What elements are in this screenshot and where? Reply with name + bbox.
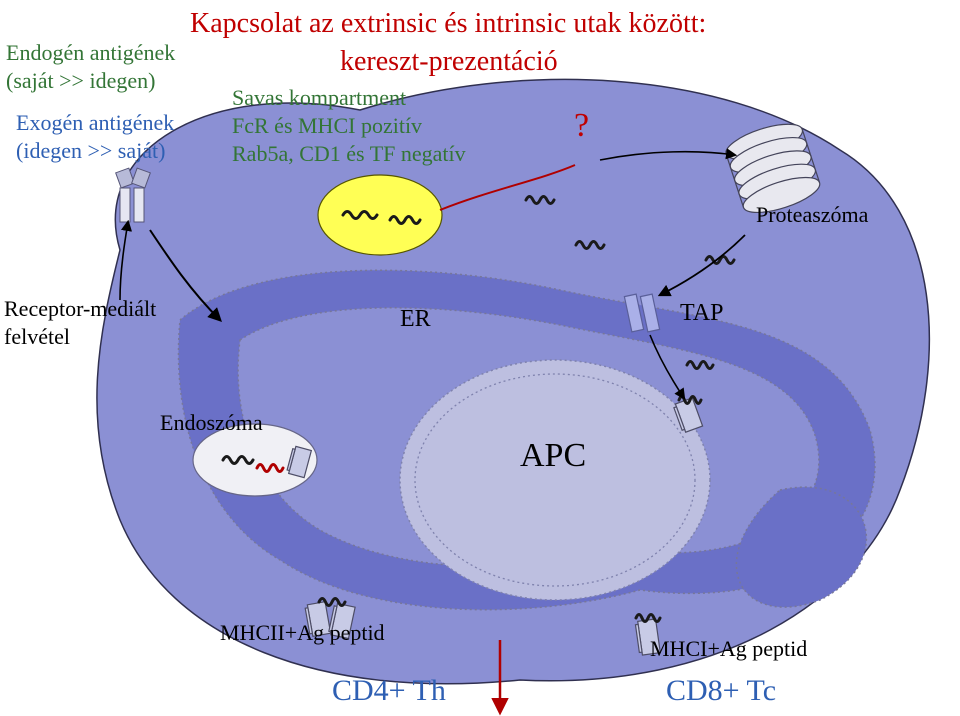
label-receptor2: felvétel [4,324,70,349]
label-endosome: Endoszóma [160,410,263,435]
label-mhcii: MHCII+Ag peptid [220,620,385,645]
label-apc: APC [520,437,586,474]
label-receptor1: Receptor-mediált [4,296,156,321]
label-title2: kereszt-prezentáció [340,46,558,77]
nucleus [400,360,710,600]
label-cd8: CD8+ Tc [666,674,776,707]
label-endo2: (saját >> idegen) [6,68,155,93]
label-comp1: Savas kompartment [232,85,406,110]
label-cd4: CD4+ Th [332,674,446,707]
label-tap: TAP [680,300,723,326]
label-exo2: (idegen >> saját) [16,138,165,163]
diagram-stage: Kapcsolat az extrinsic és intrinsic utak… [0,0,960,716]
label-comp2: FcR és MHCI pozitív [232,113,422,138]
label-title1: Kapcsolat az extrinsic és intrinsic utak… [190,8,706,39]
label-mhci: MHCI+Ag peptid [650,636,807,661]
diagram-svg: Kapcsolat az extrinsic és intrinsic utak… [0,0,960,716]
label-question: ? [574,107,589,144]
label-er: ER [400,306,431,332]
label-exo1: Exogén antigének [16,110,174,135]
label-endo1: Endogén antigének [6,40,175,65]
label-comp3: Rab5a, CD1 és TF negatív [232,141,466,166]
label-proteasome: Proteaszóma [756,202,869,227]
acidic-compartment [318,175,442,255]
